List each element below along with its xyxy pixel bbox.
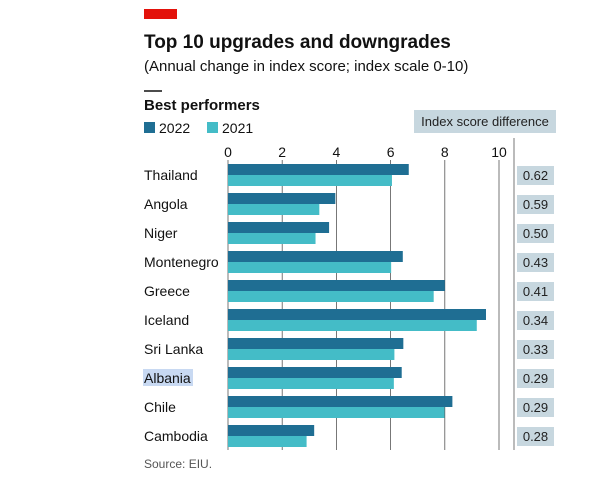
bar-2022 — [228, 222, 330, 233]
bar-2021 — [228, 291, 434, 302]
bar-2021 — [228, 407, 445, 418]
diff-value-box — [517, 282, 554, 301]
bar-2021 — [228, 349, 395, 360]
x-tick-label: 8 — [441, 144, 449, 160]
legend-label-2021: 2021 — [222, 120, 253, 136]
bar-2021 — [228, 436, 307, 447]
diff-value: 0.50 — [523, 226, 548, 241]
diff-value-box — [517, 253, 554, 272]
bar-2021 — [228, 378, 394, 389]
bar-2021 — [228, 204, 320, 215]
bar-2022 — [228, 425, 315, 436]
source-note: Source: EIU. — [144, 457, 212, 471]
bar-2021 — [228, 233, 316, 244]
diff-value-box — [517, 369, 554, 388]
plot-area: 0 2 4 6 8 10 Thailand 0.62 Angola 0.59 Niger 0.50 Mo… — [143, 144, 554, 450]
bar-2022 — [228, 193, 336, 204]
diff-header-label: Index score difference — [421, 114, 549, 129]
x-tick-label: 4 — [333, 144, 341, 160]
category-label: Chile — [144, 399, 176, 415]
accent-bar — [144, 9, 177, 19]
diff-value-box — [517, 340, 554, 359]
category-label: Sri Lanka — [144, 341, 203, 357]
bar-2021 — [228, 320, 477, 331]
legend-swatch-2021 — [207, 122, 218, 133]
diff-value-box — [517, 311, 554, 330]
diff-value: 0.33 — [523, 342, 548, 357]
bar-2022 — [228, 309, 486, 320]
bar-2022 — [228, 164, 409, 175]
diff-value: 0.59 — [523, 197, 548, 212]
diff-value: 0.28 — [523, 429, 548, 444]
diff-value-box — [517, 427, 554, 446]
bar-2021 — [228, 262, 392, 273]
category-label: Niger — [144, 225, 178, 241]
category-highlight — [143, 369, 193, 386]
diff-value: 0.41 — [523, 284, 548, 299]
diff-value-box — [517, 166, 554, 185]
diff-value: 0.29 — [523, 371, 548, 386]
section-title: Best performers — [144, 97, 260, 114]
category-label: Thailand — [144, 167, 198, 183]
bar-2022 — [228, 280, 445, 291]
bar-2022 — [228, 338, 404, 349]
diff-value-box — [517, 224, 554, 243]
bar-2022 — [228, 251, 403, 262]
diff-header-box — [414, 110, 556, 133]
x-tick-label: 0 — [224, 144, 232, 160]
legend-label-2022: 2022 — [159, 120, 190, 136]
category-label: Angola — [144, 196, 188, 212]
category-label: Montenegro — [144, 254, 219, 270]
chart-title: Top 10 upgrades and downgrades — [144, 32, 451, 53]
category-label: Iceland — [144, 312, 189, 328]
x-tick-label: 6 — [387, 144, 395, 160]
x-tick-label: 2 — [278, 144, 286, 160]
diff-value: 0.62 — [523, 168, 548, 183]
category-label: Greece — [144, 283, 190, 299]
bar-2022 — [228, 396, 453, 407]
category-label: Cambodia — [144, 428, 208, 444]
chart-subtitle: (Annual change in index score; index sca… — [144, 58, 468, 75]
diff-value: 0.43 — [523, 255, 548, 270]
diff-value: 0.34 — [523, 313, 548, 328]
diff-value: 0.29 — [523, 400, 548, 415]
diff-value-box — [517, 195, 554, 214]
bar-2022 — [228, 367, 402, 378]
legend-swatch-2022 — [144, 122, 155, 133]
category-label: Albania — [144, 370, 191, 386]
bar-2021 — [228, 175, 392, 186]
x-tick-label: 10 — [491, 144, 507, 160]
diff-value-box — [517, 398, 554, 417]
